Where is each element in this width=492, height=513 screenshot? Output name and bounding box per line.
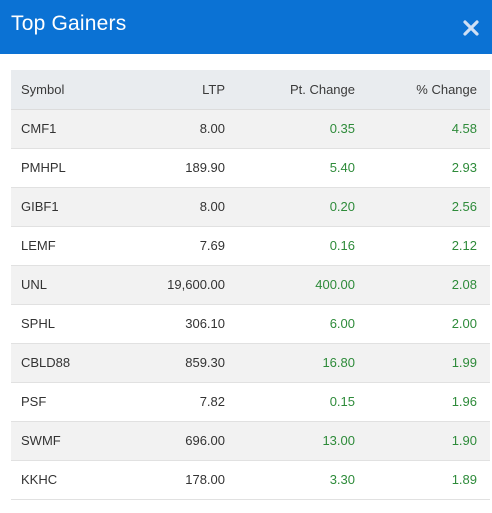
cell-pct-change: 4.58 [355,109,490,149]
modal-title: Top Gainers [11,12,127,35]
table-row[interactable]: PMHPL 189.90 5.40 2.93 [11,148,490,188]
cell-pct-change: 2.56 [355,187,490,227]
table-header: Symbol LTP Pt. Change % Change [11,70,490,110]
cell-symbol: PSF [11,382,131,422]
cell-symbol: UNL [11,265,131,305]
table-row[interactable]: PSF 7.82 0.15 1.96 [11,382,490,422]
cell-pct-change: 2.08 [355,265,490,305]
table-row[interactable]: GIBF1 8.00 0.20 2.56 [11,187,490,227]
table-row[interactable]: CMF1 8.00 0.35 4.58 [11,109,490,149]
gainers-table-container: Symbol LTP Pt. Change % Change CMF1 8.00… [11,70,490,500]
cell-pct-change: 2.00 [355,304,490,344]
table-row[interactable]: KKHC 178.00 3.30 1.89 [11,460,490,500]
cell-pt-change: 0.15 [225,382,355,422]
cell-ltp: 7.82 [131,382,225,422]
column-header-pt-change[interactable]: Pt. Change [225,70,355,110]
cell-pt-change: 13.00 [225,421,355,461]
cell-pct-change: 2.93 [355,148,490,188]
cell-pt-change: 0.35 [225,109,355,149]
gainers-table: Symbol LTP Pt. Change % Change CMF1 8.00… [11,70,490,500]
cell-symbol: SPHL [11,304,131,344]
cell-ltp: 19,600.00 [131,265,225,305]
cell-pct-change: 1.96 [355,382,490,422]
cell-ltp: 178.00 [131,460,225,500]
close-icon[interactable] [462,19,480,37]
cell-ltp: 8.00 [131,109,225,149]
column-header-symbol[interactable]: Symbol [11,70,131,110]
cell-pt-change: 6.00 [225,304,355,344]
table-row[interactable]: CBLD88 859.30 16.80 1.99 [11,343,490,383]
cell-symbol: CBLD88 [11,343,131,383]
column-header-pct-change[interactable]: % Change [355,70,490,110]
cell-pt-change: 16.80 [225,343,355,383]
cell-symbol: GIBF1 [11,187,131,227]
cell-pct-change: 1.90 [355,421,490,461]
table-body: CMF1 8.00 0.35 4.58 PMHPL 189.90 5.40 2.… [11,109,490,500]
cell-symbol: CMF1 [11,109,131,149]
cell-ltp: 8.00 [131,187,225,227]
cell-pt-change: 0.16 [225,226,355,266]
cell-pct-change: 1.89 [355,460,490,500]
cell-pct-change: 1.99 [355,343,490,383]
table-row[interactable]: LEMF 7.69 0.16 2.12 [11,226,490,266]
cell-pt-change: 3.30 [225,460,355,500]
column-header-ltp[interactable]: LTP [131,70,225,110]
cell-symbol: PMHPL [11,148,131,188]
cell-pt-change: 400.00 [225,265,355,305]
cell-ltp: 7.69 [131,226,225,266]
cell-pt-change: 5.40 [225,148,355,188]
cell-symbol: LEMF [11,226,131,266]
cell-pct-change: 2.12 [355,226,490,266]
cell-symbol: KKHC [11,460,131,500]
cell-ltp: 859.30 [131,343,225,383]
table-row[interactable]: UNL 19,600.00 400.00 2.08 [11,265,490,305]
table-row[interactable]: SPHL 306.10 6.00 2.00 [11,304,490,344]
cell-ltp: 696.00 [131,421,225,461]
cell-ltp: 189.90 [131,148,225,188]
table-header-row: Symbol LTP Pt. Change % Change [11,70,490,110]
cell-pt-change: 0.20 [225,187,355,227]
table-row[interactable]: SWMF 696.00 13.00 1.90 [11,421,490,461]
cell-ltp: 306.10 [131,304,225,344]
modal-header: Top Gainers [0,0,492,54]
cell-symbol: SWMF [11,421,131,461]
